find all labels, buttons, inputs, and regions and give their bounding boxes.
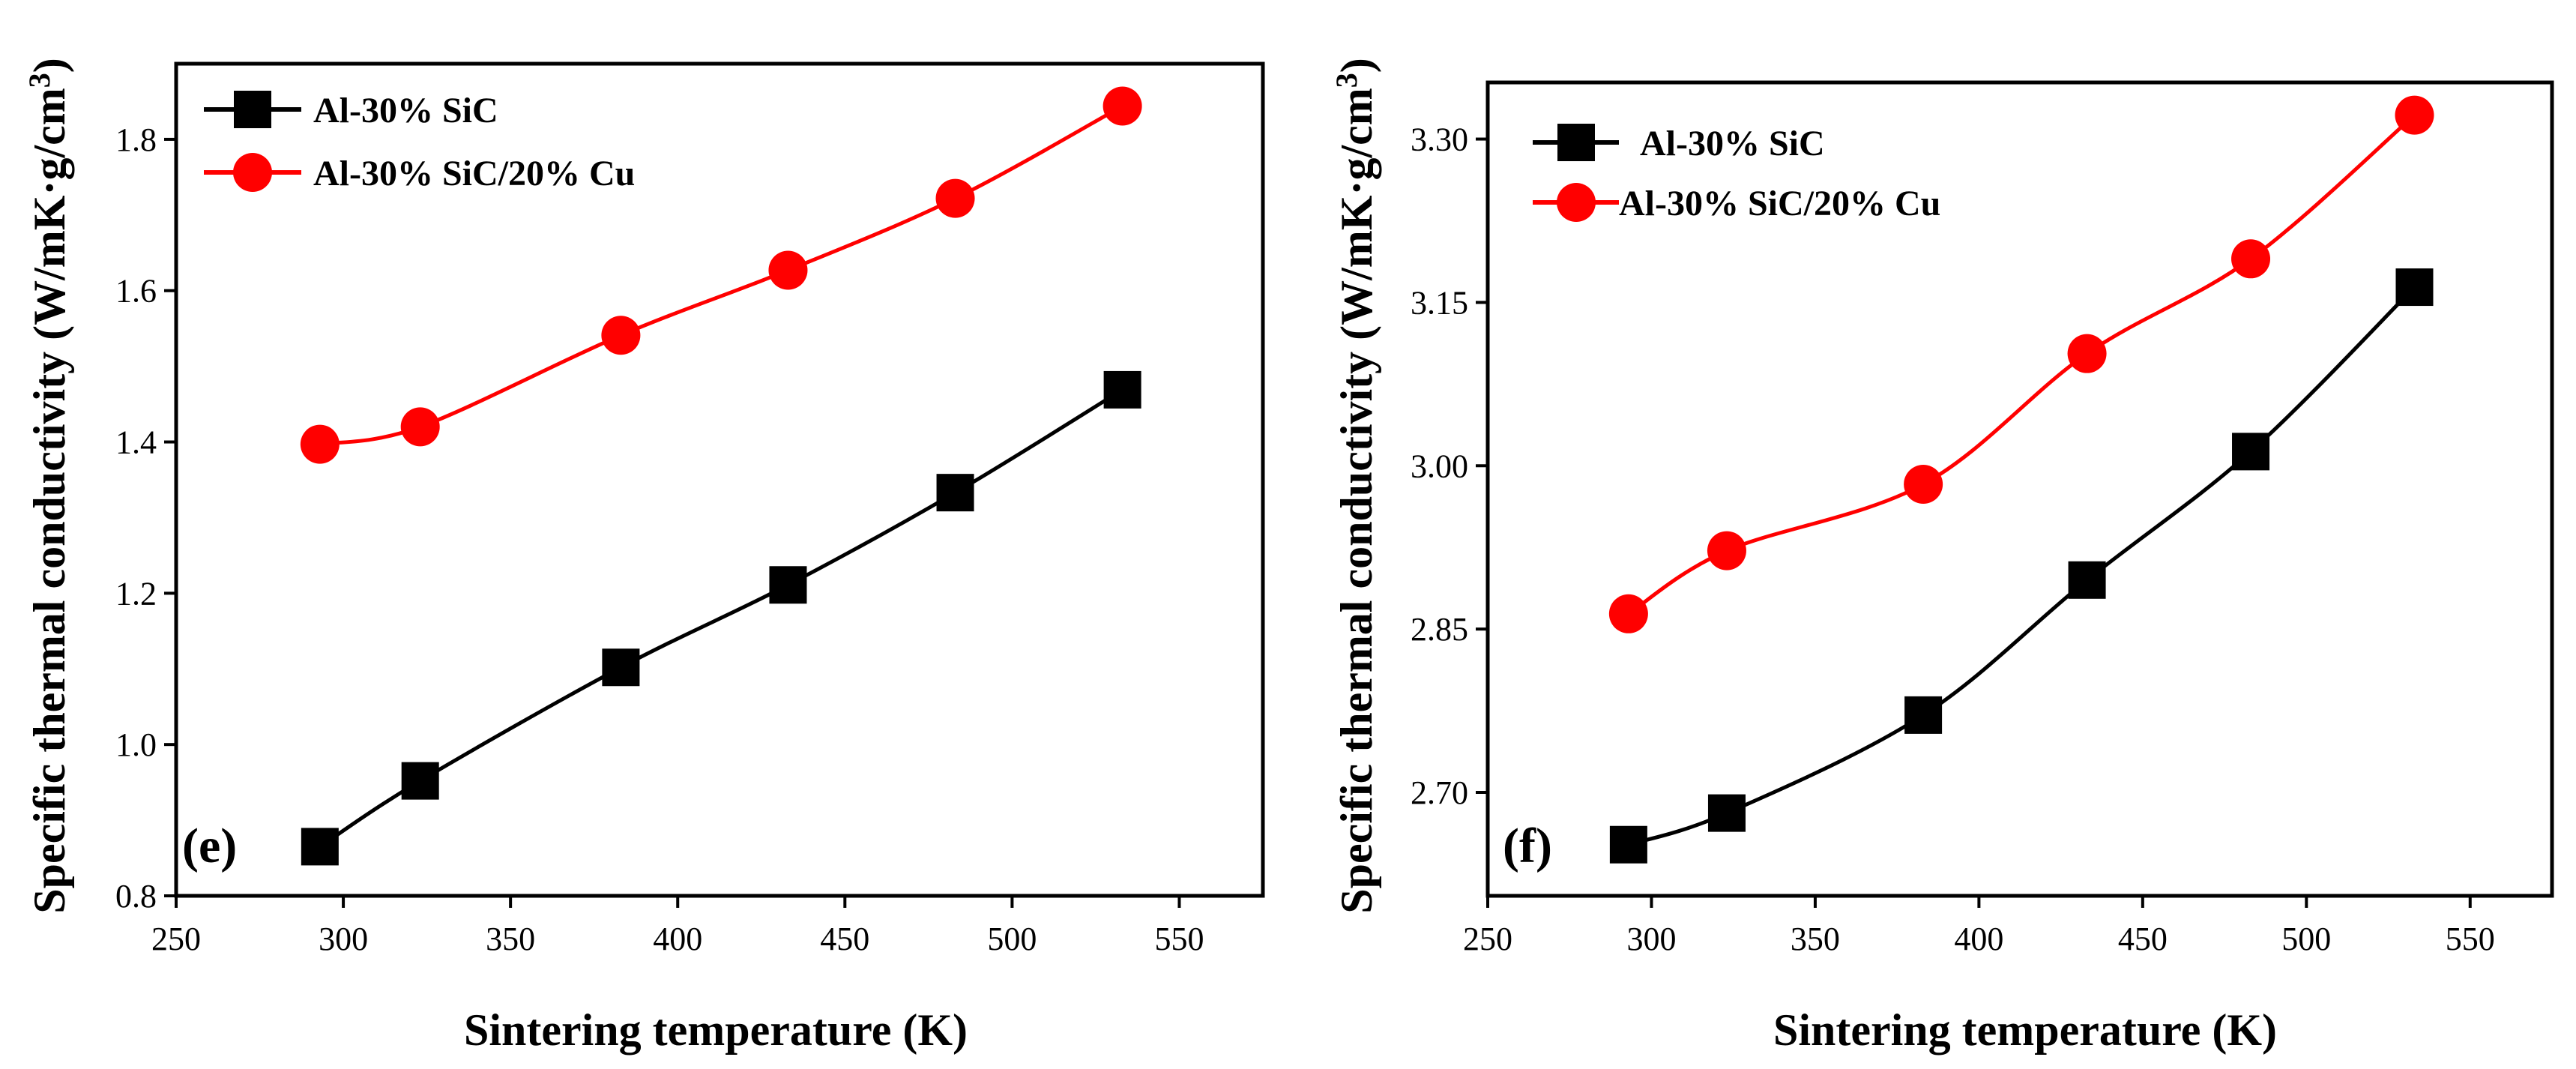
legend-marker-series-2 <box>1557 183 1596 222</box>
data-point-square <box>1904 696 1943 734</box>
y-tick-label: 1.0 <box>115 726 157 763</box>
data-point-circle <box>1103 86 1142 126</box>
data-point-circle <box>2395 95 2434 135</box>
data-point-circle <box>935 178 975 218</box>
plot-frame <box>1485 80 2554 898</box>
y-tick-label: 3.30 <box>1411 121 1468 158</box>
series-markers <box>300 86 1142 866</box>
y-axis-title: Specific thermal conductivity (W/mK·g/cm… <box>1330 58 1381 913</box>
x-tick-label: 250 <box>1463 921 1512 957</box>
series-line-1 <box>1628 286 2416 847</box>
legend-label-series-2: Al-30% SiC/20% Cu <box>313 154 635 193</box>
data-point-circle <box>1608 594 1648 633</box>
y-axis-title: Specific thermal conductivity (W/mK·g/cm… <box>22 58 74 913</box>
x-tick-label: 400 <box>1954 921 2003 957</box>
y-tick-label: 0.8 <box>115 878 157 915</box>
series-line-1 <box>319 388 1123 849</box>
y-tick-label: 1.6 <box>115 273 157 310</box>
panel-label: (e) <box>182 819 237 873</box>
data-point-square <box>301 828 339 866</box>
x-tick-label: 350 <box>486 921 535 957</box>
x-tick-label: 300 <box>1626 921 1676 957</box>
x-tick-label: 300 <box>319 921 368 957</box>
x-tick-label: 400 <box>653 921 702 957</box>
data-point-square <box>602 648 640 687</box>
x-tick-label: 350 <box>1791 921 1840 957</box>
data-point-square <box>2395 268 2434 307</box>
series-markers <box>1608 95 2434 864</box>
legend-marker-series-1 <box>1557 124 1595 161</box>
ticks: 250 300 350 400 450 500 550 0.8 1.0 1.2 1.4 1.6 1.8 <box>115 121 1204 957</box>
plot-frame <box>174 61 1265 898</box>
y-tick-label: 3.00 <box>1411 448 1468 484</box>
x-tick-label: 550 <box>1154 921 1204 957</box>
x-tick-label: 500 <box>987 921 1037 957</box>
y-tick-label: 2.85 <box>1411 611 1468 648</box>
y-tick-label: 1.8 <box>115 121 157 158</box>
data-point-circle <box>1707 531 1746 570</box>
x-tick-label: 550 <box>2446 921 2495 957</box>
chart-panel-f: Specific thermal conductivity (W/mK·g/cm… <box>1330 58 2554 1055</box>
ticks: 250 300 350 400 450 500 550 2.70 2.85 3.00 3.15 3.3… <box>1411 121 2495 957</box>
legend-marker-series-1 <box>234 91 271 128</box>
data-point-circle <box>2231 239 2271 279</box>
data-point-circle <box>400 407 440 447</box>
data-point-square <box>1707 794 1746 832</box>
data-point-square <box>1609 825 1647 864</box>
y-tick-label: 2.70 <box>1411 774 1468 811</box>
data-point-circle <box>300 424 340 464</box>
data-point-square <box>2232 433 2270 471</box>
data-point-circle <box>2067 334 2107 373</box>
legend-label-series-2: Al-30% SiC/20% Cu <box>1619 184 1940 223</box>
x-tick-label: 450 <box>2118 921 2168 957</box>
data-point-circle <box>601 316 641 355</box>
x-tick-label: 250 <box>151 921 201 957</box>
y-tick-label: 3.15 <box>1411 284 1468 321</box>
legend: Al-30% SiC Al-30% SiC/20% Cu <box>1533 124 1940 223</box>
x-tick-label: 500 <box>2281 921 2331 957</box>
legend-marker-series-2 <box>233 153 272 192</box>
series-lines <box>319 104 1123 849</box>
data-point-square <box>1103 370 1141 409</box>
x-tick-label: 450 <box>820 921 869 957</box>
data-point-square <box>936 474 974 512</box>
y-tick-label: 1.2 <box>115 575 157 612</box>
legend: Al-30% SiC Al-30% SiC/20% Cu <box>204 91 635 193</box>
data-point-square <box>2068 561 2106 599</box>
legend-label-series-1: Al-30% SiC <box>313 91 498 130</box>
panel-label: (f) <box>1503 819 1552 873</box>
series-lines <box>1627 113 2416 847</box>
data-point-square <box>769 566 807 604</box>
x-axis-title: Sintering temperature (K) <box>1773 1005 2277 1055</box>
data-point-square <box>401 762 439 800</box>
legend-label-series-1: Al-30% SiC <box>1640 124 1825 163</box>
data-point-circle <box>1904 464 1943 504</box>
y-tick-label: 1.4 <box>115 424 157 461</box>
x-axis-title: Sintering temperature (K) <box>464 1005 968 1055</box>
chart-panel-e: Specific thermal conductivity (W/mK·g/cm… <box>22 58 1265 1055</box>
data-point-circle <box>768 250 808 290</box>
